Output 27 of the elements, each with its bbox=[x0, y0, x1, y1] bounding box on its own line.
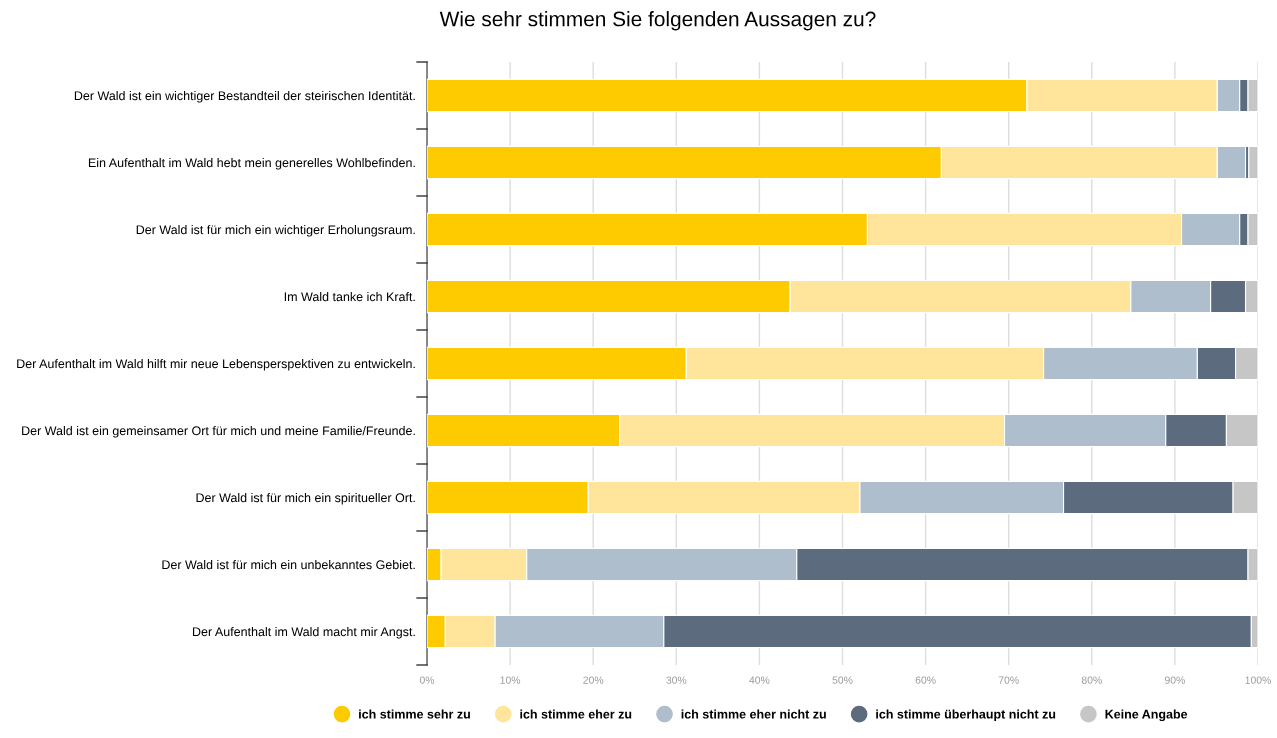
legend-label: ich stimme sehr zu bbox=[359, 709, 470, 719]
y-tick-label: Der Wald ist ein wichtiger Bestandteil der steirischen Identität. bbox=[74, 90, 415, 103]
y-tick-label: Der Wald ist ein gemeinsamer Ort für mich und meine Familie/Freunde. bbox=[22, 425, 415, 438]
x-tick-label: 80% bbox=[1081, 676, 1102, 684]
x-tick-label: 90% bbox=[1164, 676, 1185, 684]
y-tick-label: Der Aufenthalt im Wald macht mir Angst. bbox=[193, 626, 415, 639]
x-tick-label: 100% bbox=[1245, 676, 1271, 684]
x-tick-label: 30% bbox=[666, 676, 687, 684]
legend-label: ich stimme eher nicht zu bbox=[681, 709, 826, 719]
x-tick-label: 20% bbox=[583, 676, 604, 684]
y-tick-label: Der Aufenthalt im Wald hilft mir neue Lebensperspektiven zu entwickeln. bbox=[17, 358, 415, 371]
x-tick-label: 0% bbox=[419, 676, 435, 684]
x-tick-label: 60% bbox=[915, 676, 936, 684]
chart-title: Wie sehr stimmen Sie folgenden Aussagen zu? bbox=[439, 11, 876, 31]
y-tick-label: Der Wald ist für mich ein spiritueller Ort. bbox=[196, 492, 415, 505]
legend-label: Keine Angabe bbox=[1105, 709, 1188, 722]
x-tick-label: 10% bbox=[500, 676, 521, 684]
bar bbox=[1248, 145, 1258, 180]
y-tick-label: Im Wald tanke ich Kraft. bbox=[284, 291, 415, 302]
x-tick-label: 40% bbox=[749, 676, 770, 684]
y-tick-label: Der Wald ist für mich ein unbekanntes Gebiet. bbox=[162, 559, 415, 570]
x-tick-label: 50% bbox=[832, 676, 853, 684]
legend-label: ich stimme eher zu bbox=[520, 709, 632, 719]
y-tick-label: Der Wald ist für mich ein wichtiger Erholungsraum. bbox=[136, 224, 415, 237]
legend-label: ich stimme überhaupt nicht zu bbox=[876, 709, 1056, 722]
x-tick-label: 70% bbox=[998, 676, 1019, 684]
y-tick-label: Ein Aufenthalt im Wald hebt mein generelles Wohlbefinden. bbox=[88, 157, 415, 170]
